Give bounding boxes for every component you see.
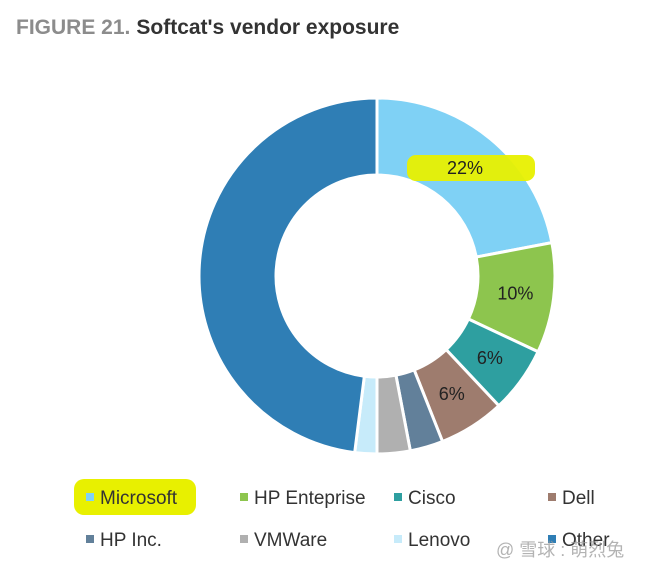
watermark: @ 雪球 : 萌烈兔 (496, 540, 625, 560)
legend-label-dell: Dell (562, 488, 595, 509)
legend-swatch-hp-enteprise (240, 493, 248, 501)
legend-label-hp-enteprise: HP Enteprise (254, 488, 366, 509)
legend-label-microsoft: Microsoft (100, 488, 178, 509)
data-label-dell: 6% (439, 384, 465, 404)
legend-highlight-mark (74, 479, 196, 515)
donut-slices (197, 96, 557, 456)
figure-title: FIGURE 21. Softcat's vendor exposure (16, 16, 399, 40)
legend-label-other: Other (562, 530, 610, 551)
legend-swatch-other (548, 535, 556, 543)
highlight-mark (407, 155, 535, 181)
legend-label-cisco: Cisco (408, 488, 456, 509)
legend-swatch-dell (548, 493, 556, 501)
data-label-hp-enteprise: 10% (497, 283, 533, 303)
data-label-cisco: 6% (477, 348, 503, 368)
slice-other (197, 96, 379, 455)
slice-labels: 22% 10% 6% 6% (407, 155, 535, 404)
legend-swatch-cisco (394, 493, 402, 501)
legend-label-vmware: VMWare (254, 530, 327, 551)
figure-title-text: Softcat's vendor exposure (136, 16, 400, 39)
chart-legend: Microsoft HP Enteprise Cisco Dell HP Inc. VMW… (74, 479, 610, 551)
legend-label-lenovo: Lenovo (408, 530, 470, 551)
legend-swatch-lenovo (394, 535, 402, 543)
data-label-microsoft: 22% (447, 158, 483, 178)
legend-swatch-vmware (240, 535, 248, 543)
legend-swatch-hp-inc (86, 535, 94, 543)
legend-label-hp-inc: HP Inc. (100, 530, 162, 551)
figure-number: FIGURE 21. (16, 16, 131, 39)
legend-swatch-microsoft (86, 493, 94, 501)
